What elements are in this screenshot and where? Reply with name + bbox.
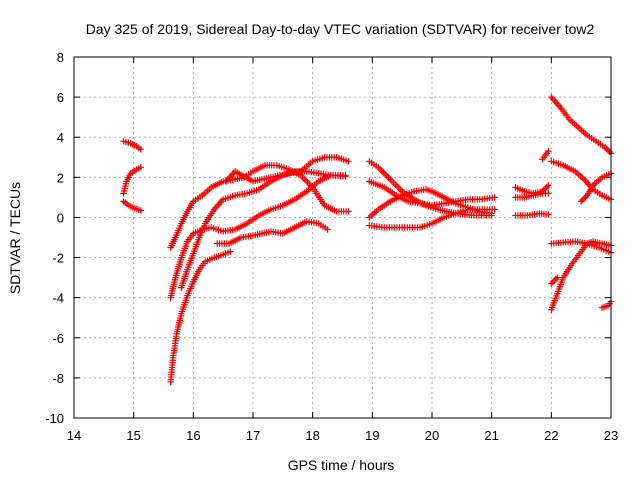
data-point [606, 148, 613, 155]
data-point [551, 277, 558, 284]
y-tick-label: 6 [57, 90, 64, 105]
tick-labels: 14 15 16 17 18 19 20 21 22 23 -10 -8 -6 -4 -2 0 2 4 6 8 [45, 50, 618, 443]
chart-title: Day 325 of 2019, Sidereal Day-to-day VTE… [86, 21, 595, 37]
data-point [549, 278, 557, 286]
data-point [582, 193, 589, 201]
grid-lines [74, 57, 611, 418]
data-point [345, 208, 352, 215]
x-tick-label: 23 [604, 428, 618, 443]
data-point [577, 198, 585, 205]
series-s10 [273, 162, 352, 215]
x-tick-label: 16 [186, 428, 200, 443]
data-point [580, 195, 588, 202]
y-tick-label: -8 [52, 371, 64, 386]
data-point [548, 280, 555, 287]
series-s20 [548, 158, 615, 203]
x-tick-label: 20 [425, 428, 439, 443]
x-tick-label: 14 [67, 428, 81, 443]
data-point [603, 145, 610, 152]
series-s23 [548, 238, 615, 313]
data-point [545, 190, 552, 197]
x-tick-label: 19 [365, 428, 379, 443]
y-tick-label: -6 [52, 331, 64, 346]
data-point [579, 196, 586, 204]
y-axis-title: SDTVAR / TECUs [7, 182, 23, 294]
series-s14 [366, 206, 498, 231]
data-point [545, 182, 552, 189]
series-s25 [598, 298, 615, 311]
data-point [552, 275, 560, 283]
series-s4 [167, 162, 278, 251]
data-point [491, 194, 498, 201]
data-point [342, 173, 349, 180]
y-tick-label: -10 [45, 411, 64, 426]
axis-ticks [73, 56, 612, 419]
series-s2 [120, 164, 145, 197]
series-s24 [548, 274, 561, 287]
plot-frame [73, 56, 612, 419]
x-tick-label: 22 [544, 428, 558, 443]
y-tick-label: 8 [57, 50, 64, 65]
x-tick-label: 21 [484, 428, 498, 443]
series-s5 [167, 248, 234, 386]
series-s18 [539, 148, 552, 163]
y-tick-label: 4 [57, 130, 64, 145]
y-tick-label: 2 [57, 170, 64, 185]
data-point [324, 226, 331, 233]
series-s8 [222, 154, 352, 185]
y-tick-label: -4 [52, 291, 64, 306]
series-s3 [120, 198, 145, 214]
data-point [545, 211, 552, 218]
data-point [137, 207, 145, 214]
x-tick-label: 18 [305, 428, 319, 443]
data-point [604, 147, 612, 154]
y-tick-label: 0 [57, 210, 64, 225]
data-point [545, 148, 552, 155]
x-axis-title: GPS time / hours [288, 457, 395, 473]
data-point [540, 186, 548, 194]
series-s17 [512, 210, 552, 219]
data-point [543, 183, 551, 191]
data-point [137, 164, 145, 171]
data-point [554, 274, 561, 281]
x-tick-label: 15 [126, 428, 140, 443]
y-tick-label: -2 [52, 251, 64, 266]
series-s16 [512, 190, 552, 201]
x-tick-label: 17 [246, 428, 260, 443]
data-point [227, 248, 234, 255]
series-s21 [577, 170, 615, 205]
data-point [137, 146, 145, 153]
series-s19 [548, 93, 615, 157]
series-s9 [214, 218, 331, 247]
data-points [120, 93, 615, 386]
data-point [601, 144, 609, 151]
series-s1 [120, 138, 145, 153]
data-point [345, 158, 352, 165]
data-point [491, 206, 498, 213]
